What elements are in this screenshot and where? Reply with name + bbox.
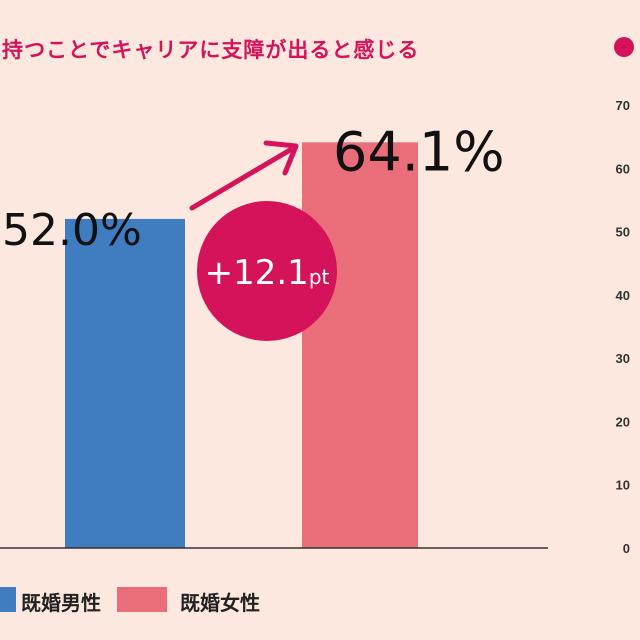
y-tick-label-70: 70 [616,98,630,113]
difference-label: +12.1pt [205,253,330,293]
chart-title: 持つことでキャリアに支障が出ると感じる [2,38,420,62]
arrow-head-icon [263,140,299,176]
y-tick-label-20: 20 [616,414,630,429]
y-tick-label-0: 0 [623,541,630,556]
y-tick-label-30: 30 [616,351,630,366]
bar-1 [302,142,418,549]
legend-label-married-men: 既婚男性 [21,591,101,615]
y-tick-label-10: 10 [616,478,630,493]
y-tick-label-60: 60 [616,161,630,176]
value-label-1: 64.1% [333,120,505,183]
difference-unit: pt [309,265,330,289]
legend-marker-dot [614,37,634,57]
legend-swatch-married-men [0,587,16,612]
legend-swatch-married-women [117,587,167,612]
bar-0 [65,218,185,548]
arrow-line [189,147,293,211]
y-tick-label-50: 50 [616,225,630,240]
difference-value: +12.1 [205,253,309,293]
legend-label-married-women: 既婚女性 [180,591,260,615]
value-label-0: 52.0% [2,205,142,256]
difference-badge [197,201,337,341]
y-tick-label-40: 40 [616,288,630,303]
